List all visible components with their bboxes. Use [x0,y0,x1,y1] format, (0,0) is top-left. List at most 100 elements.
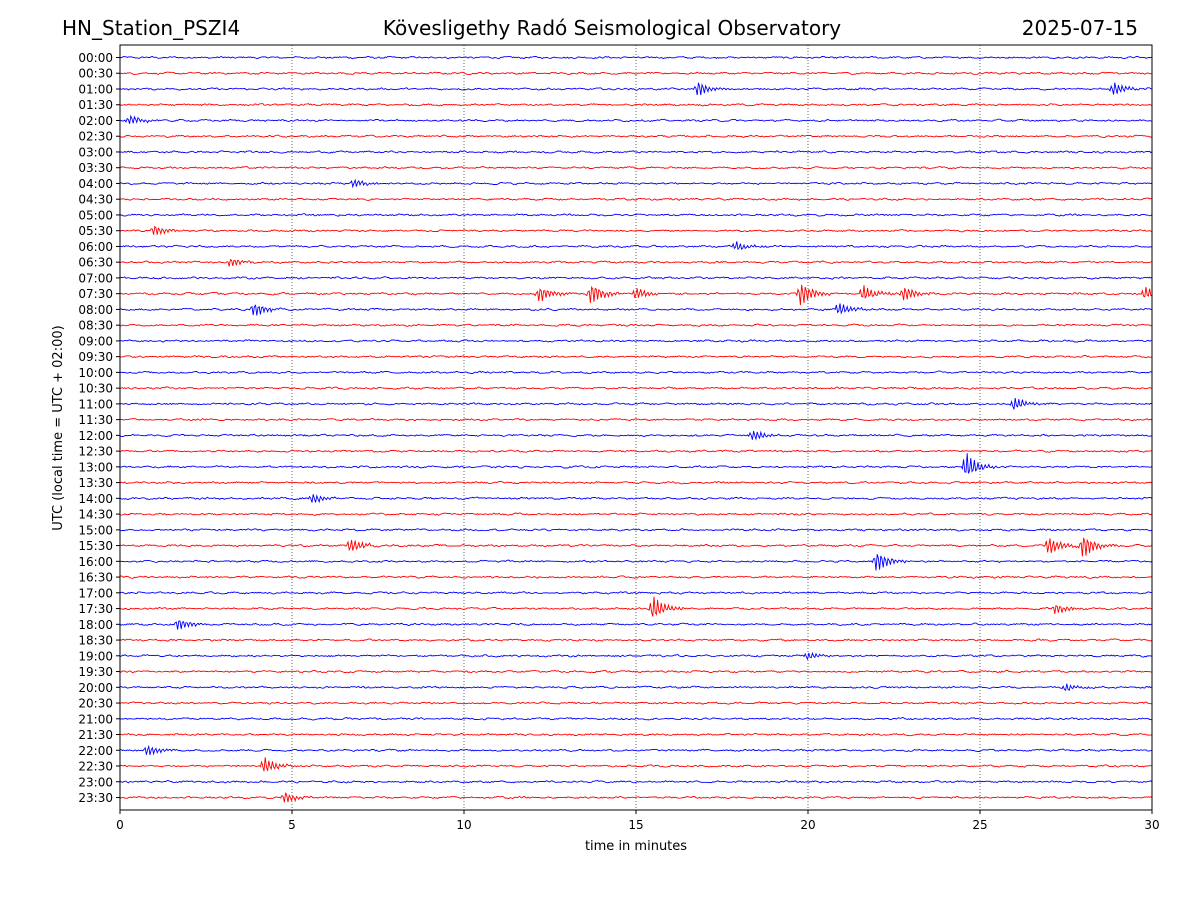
y-tick-label: 06:30 [78,256,113,270]
y-tick-label: 01:30 [78,98,113,112]
y-tick-label: 22:00 [78,744,113,758]
trace-1400 [119,494,1153,504]
trace-0000 [119,55,1153,60]
trace-1700 [119,591,1152,595]
trace-0730 [119,284,1152,306]
seismic-traces [119,55,1153,803]
trace-0100 [119,82,1153,96]
trace-0800 [119,303,1152,316]
y-tick-label: 01:00 [78,82,113,96]
trace-1830 [119,638,1153,642]
y-tick-label: 05:30 [78,224,113,238]
x-tick-label: 0 [116,818,124,832]
trace-0830 [119,323,1153,327]
y-tick-label: 10:30 [78,382,113,396]
trace-1800 [119,620,1153,630]
x-tick-label: 25 [972,818,987,832]
trace-0200 [119,114,1153,124]
y-tick-label: 20:30 [78,697,113,711]
trace-1200 [119,430,1153,441]
y-tick-label: 16:00 [78,555,113,569]
y-tick-label: 23:30 [78,791,113,805]
trace-1230 [120,449,1153,453]
trace-2100 [119,717,1153,721]
trace-0330 [119,165,1153,170]
trace-0530 [119,225,1153,236]
trace-0230 [119,134,1153,138]
trace-0600 [119,241,1153,251]
y-tick-label: 20:00 [78,681,113,695]
x-tick-label: 15 [628,818,643,832]
y-tick-label: 04:00 [78,177,113,191]
trace-1730 [119,596,1153,617]
y-tick-label: 13:30 [78,476,113,490]
trace-2030 [119,701,1153,705]
trace-1630 [119,575,1153,579]
trace-2230 [119,757,1153,772]
y-tick-label: 17:30 [78,602,113,616]
y-tick-label: 13:00 [78,460,113,474]
trace-0430 [119,197,1153,201]
y-tick-label: 16:30 [78,571,113,585]
y-tick-label: 03:30 [78,161,113,175]
y-tick-label: 00:00 [78,51,113,65]
y-tick-label: 07:30 [78,287,113,301]
trace-1600 [119,554,1153,571]
y-tick-label: 09:30 [78,350,113,364]
y-tick-label: 08:00 [78,303,113,317]
trace-1300 [120,453,1153,474]
y-axis-label: UTC (local time = UTC + 02:00) [51,325,66,530]
plot-date: 2025-07-15 [1021,16,1138,40]
y-tick-label: 06:00 [78,240,113,254]
trace-2200 [119,744,1153,756]
y-tick-label: 07:00 [78,271,113,285]
y-tick-label: 00:30 [78,67,113,81]
trace-2300 [119,780,1153,784]
y-tick-label: 14:30 [78,508,113,522]
trace-2330 [119,792,1153,803]
x-tick-label: 5 [288,818,296,832]
trace-1930 [119,669,1153,674]
trace-1500 [119,528,1153,532]
y-tick-label: 14:00 [78,492,113,506]
y-tick-label: 18:30 [78,634,113,648]
y-tick-label: 05:00 [78,208,113,222]
y-tick-label: 23:00 [78,775,113,789]
y-tick-label: 22:30 [78,760,113,774]
trace-0130 [119,103,1153,107]
y-tick-label: 12:30 [78,445,113,459]
trace-0400 [119,178,1153,189]
trace-0930 [119,354,1153,359]
x-axis-label: time in minutes [585,839,687,854]
station-name: HN_Station_PSZI4 [62,16,241,40]
y-tick-label: 08:30 [78,319,113,333]
observatory-title: Kövesligethy Radó Seismological Observat… [382,16,842,40]
trace-0700 [119,276,1153,280]
trace-1900 [119,651,1152,661]
trace-1430 [119,512,1153,516]
y-tick-label: 12:00 [78,429,113,443]
trace-1030 [119,386,1153,390]
y-tick-label: 18:00 [78,618,113,632]
y-tick-label: 17:00 [78,586,113,600]
x-tick-label: 30 [1144,818,1159,832]
trace-0500 [119,213,1153,217]
trace-1330 [119,480,1153,485]
y-tick-label: 11:00 [78,397,113,411]
trace-0300 [119,150,1153,154]
trace-1530 [119,537,1153,557]
y-tick-label: 15:00 [78,523,113,537]
y-tick-label: 04:30 [78,193,113,207]
trace-2130 [120,732,1153,737]
trace-1130 [119,417,1153,422]
y-tick-label: 19:00 [78,649,113,663]
y-tick-label: 03:00 [78,145,113,159]
x-tick-label: 20 [800,818,815,832]
y-tick-label: 09:00 [78,334,113,348]
y-tick-label: 21:00 [78,712,113,726]
y-tick-label: 15:30 [78,539,113,553]
y-tick-label: 02:00 [78,114,113,128]
trace-1000 [119,370,1153,375]
